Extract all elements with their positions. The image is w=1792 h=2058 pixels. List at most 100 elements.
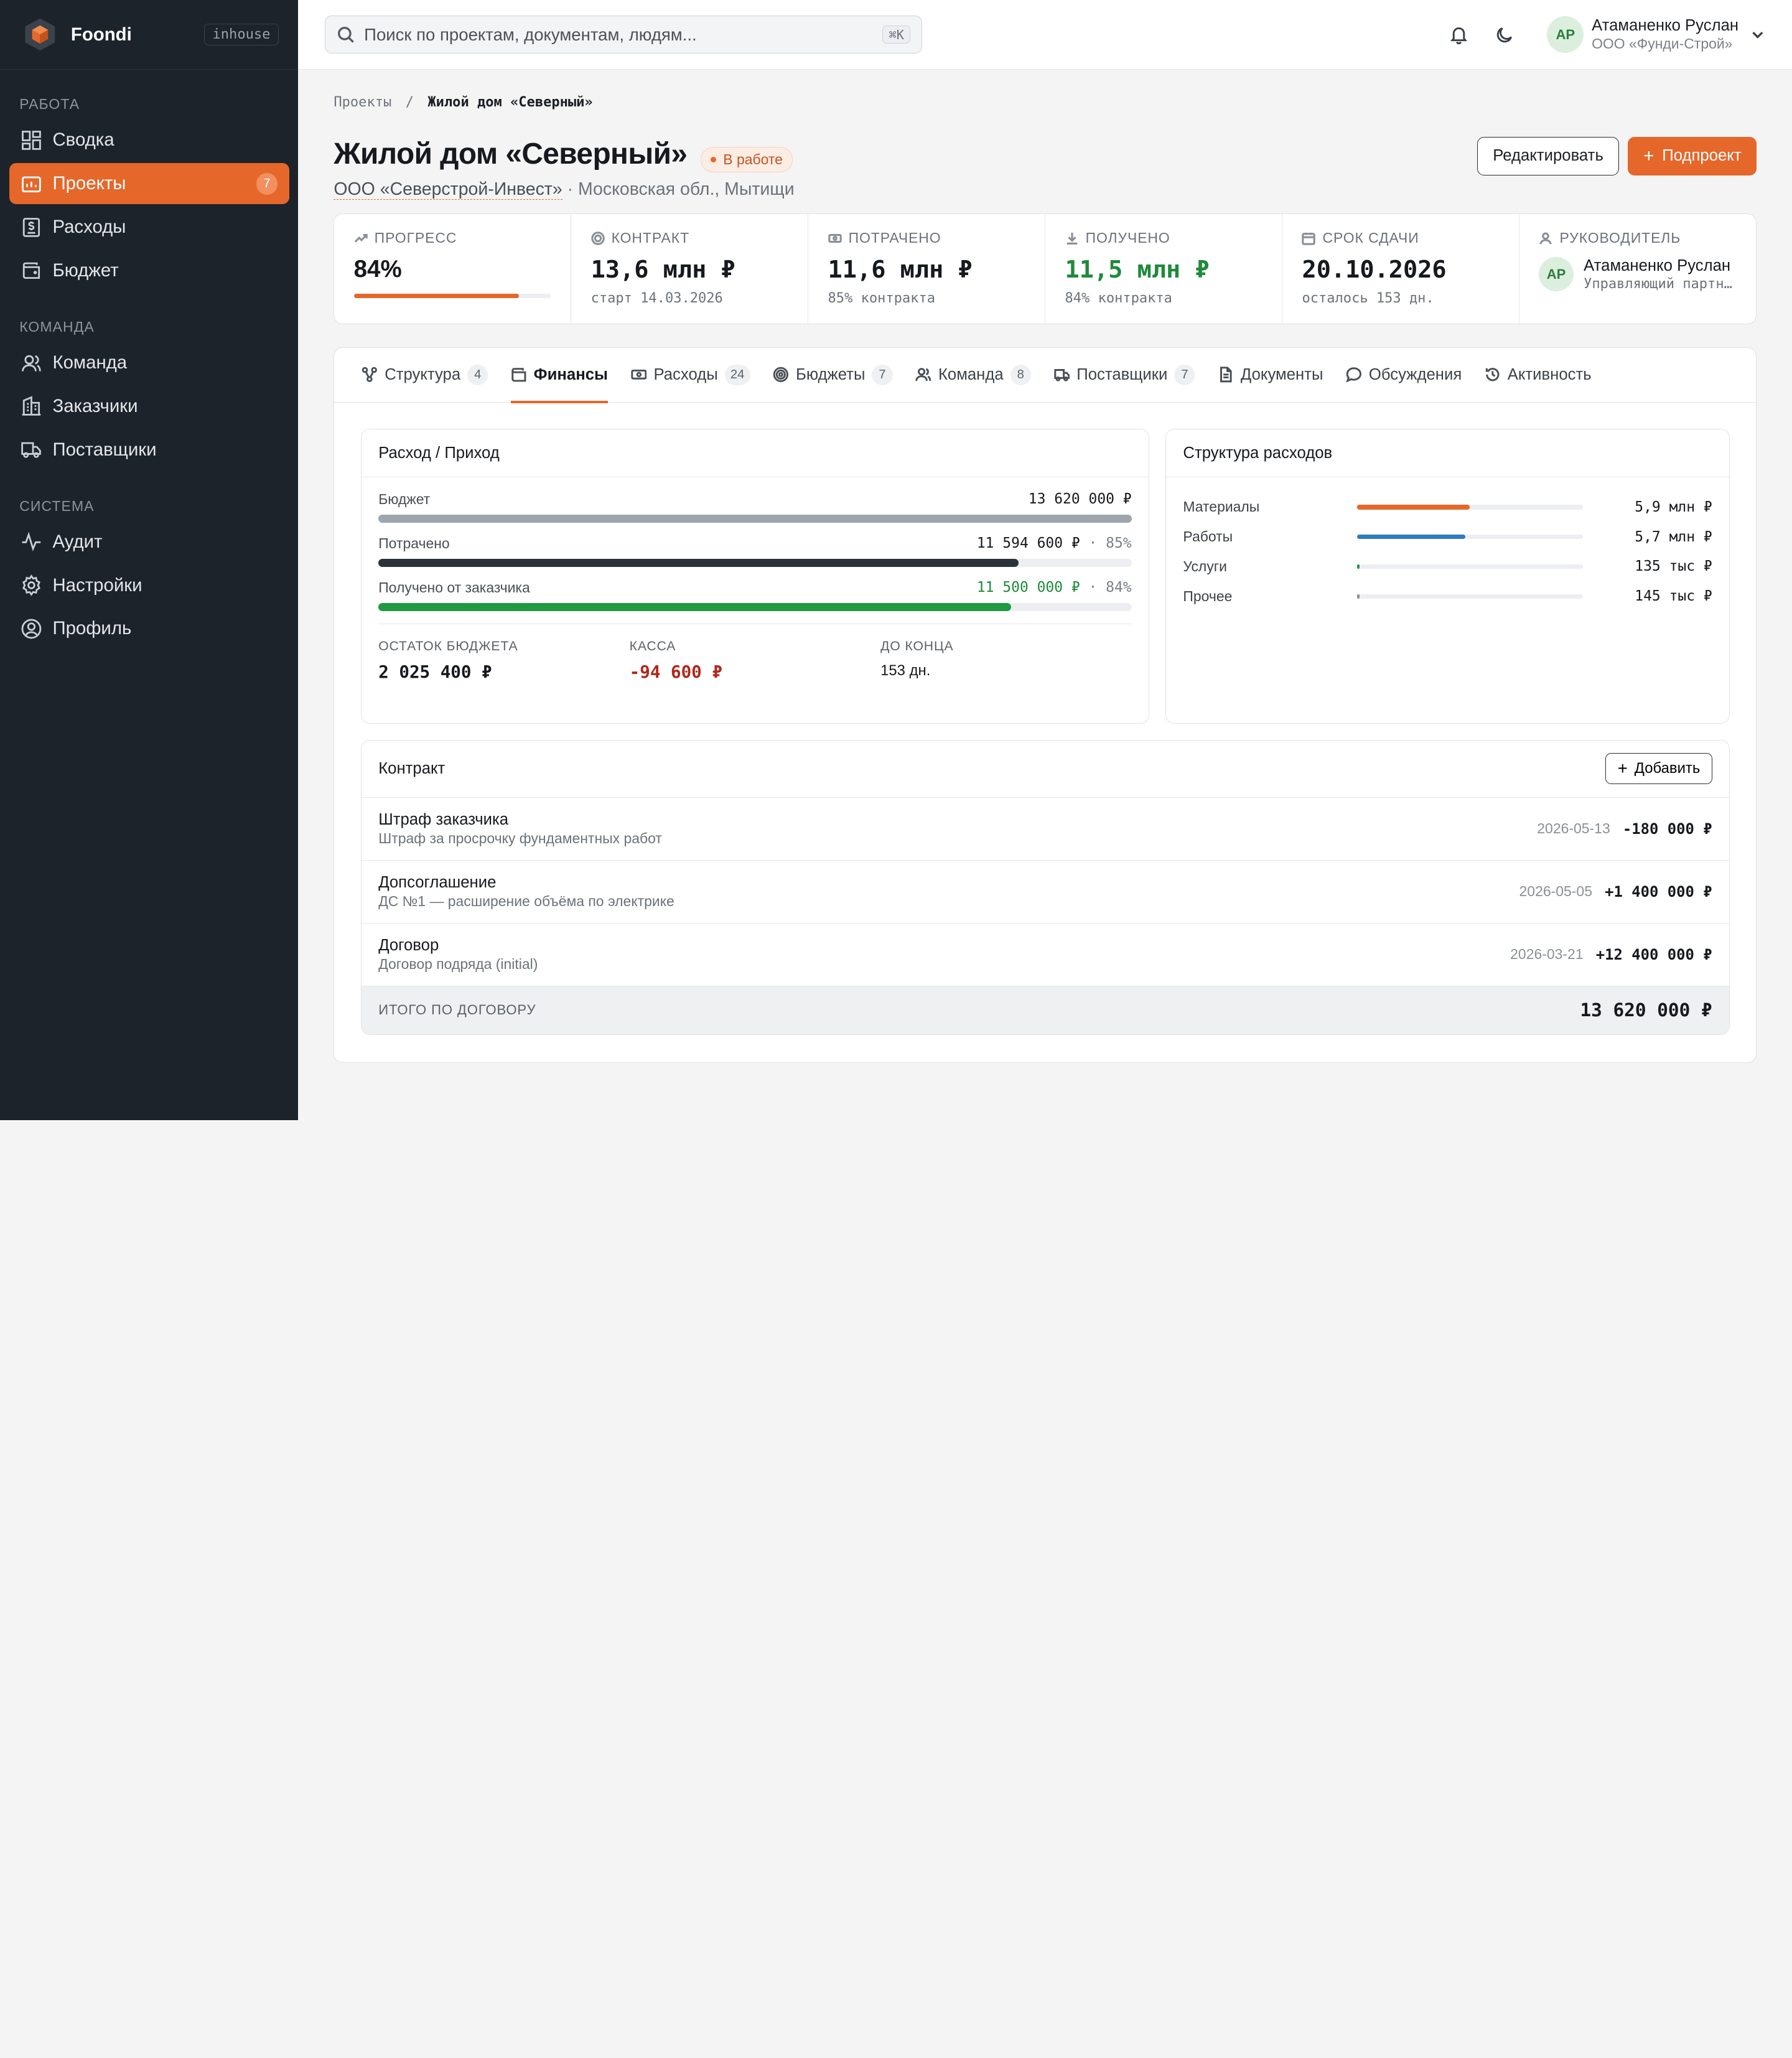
sidebar-item-settings[interactable]: Настройки <box>9 565 289 606</box>
sidebar-item-expenses[interactable]: Расходы <box>9 207 289 248</box>
sidebar-item-summary[interactable]: Сводка <box>9 119 289 161</box>
contract-row[interactable]: Допсоглашение ДС №1 — расширение объёма п… <box>361 861 1730 924</box>
structure-value: 145 тыс ₽ <box>1635 588 1712 605</box>
kpi-label-text: Контракт <box>611 230 690 246</box>
tab-structure[interactable]: Структура 4 <box>362 348 488 402</box>
contract-header: Контракт + Добавить <box>361 741 1730 798</box>
truck-icon <box>21 442 41 458</box>
flow-bar-fill <box>378 515 1132 523</box>
contract-card: Контракт + Добавить Штраф заказчика Штраф … <box>360 739 1730 1035</box>
tab-label: Бюджеты <box>795 365 866 383</box>
bell-icon[interactable] <box>1449 24 1469 45</box>
structure-value: 135 тыс ₽ <box>1635 558 1712 575</box>
tab-count: 24 <box>724 364 750 385</box>
search-input[interactable] <box>364 24 883 45</box>
sidebar-item-label: Бюджет <box>52 260 119 281</box>
add-subproject-button[interactable]: + Подпроект <box>1628 136 1757 176</box>
edit-button[interactable]: Редактировать <box>1477 136 1619 176</box>
flow-bar <box>378 603 1132 612</box>
user-circle-icon <box>21 619 42 639</box>
page-title: Жилой дом «Северный» <box>334 137 688 171</box>
tab-suppliers[interactable]: Поставщики 7 <box>1053 348 1195 402</box>
tab-budgets[interactable]: Бюджеты 7 <box>773 348 893 402</box>
kpi-label: Прогресс <box>354 230 552 246</box>
contract-row-title: Штраф заказчика <box>378 811 509 829</box>
app-name[interactable]: Foondi <box>70 24 132 45</box>
project-location: · Московская обл., Мытищи <box>567 179 795 199</box>
tab-discussions[interactable]: Обсуждения <box>1346 348 1462 402</box>
plus-icon: + <box>1643 145 1654 166</box>
projects-count-badge: 7 <box>256 172 278 195</box>
summary-remaining: Остаток бюджета 2 025 400 ₽ <box>378 639 629 682</box>
kpi-value: 13,6 млн ₽ <box>590 256 735 284</box>
user-menu[interactable]: Атаманенко Руслан ООО «Фунди-Строй» <box>1592 16 1738 52</box>
contract-row[interactable]: Штраф заказчика Штраф за просрочку фундам… <box>361 798 1730 861</box>
progress-bar-fill <box>353 293 519 298</box>
status-label: В работе <box>723 151 783 167</box>
truck-icon <box>1053 369 1070 382</box>
chevron-down-icon[interactable] <box>1750 27 1766 43</box>
structure-bar <box>1356 564 1584 569</box>
trend-up-icon <box>354 233 368 243</box>
download-icon <box>1066 232 1077 245</box>
target-icon <box>590 232 605 245</box>
sidebar-item-audit[interactable]: Аудит <box>9 522 289 563</box>
users-icon <box>22 355 41 372</box>
manager-info[interactable]: АР Атаманенко Руслан Управляющий партнёр <box>1539 256 1737 293</box>
sidebar-item-clients[interactable]: Заказчики <box>9 386 289 427</box>
flow-bar-fill <box>378 603 1011 612</box>
sidebar-item-suppliers[interactable]: Поставщики <box>9 429 289 470</box>
kpi-label: Контракт <box>590 230 789 246</box>
add-subproject-label: Подпроект <box>1662 147 1742 165</box>
sidebar-item-budget[interactable]: Бюджет <box>9 250 289 291</box>
tab-documents[interactable]: Документы <box>1218 348 1323 402</box>
tab-expenses[interactable]: Расходы 24 <box>631 348 750 402</box>
receipt-icon <box>22 217 40 237</box>
structure-row-works: Работы 5,7 млн ₽ <box>1183 522 1712 552</box>
kpi-label-text: Прогресс <box>374 230 457 246</box>
kpi-label: Получено <box>1065 230 1263 246</box>
sidebar-item-profile[interactable]: Профиль <box>9 608 289 649</box>
sidebar-item-projects[interactable]: Проекты 7 <box>9 163 289 205</box>
gear-icon <box>22 574 41 596</box>
project-subtitle: ООО «Северстрой-Инвест» · Московская обл… <box>334 179 795 200</box>
contract-row-title: Договор <box>378 937 439 955</box>
flow-bar <box>378 515 1132 523</box>
contract-row-desc: ДС №1 — расширение объёма по электрике <box>378 893 674 910</box>
add-contract-item-button[interactable]: + Добавить <box>1605 753 1712 784</box>
tab-activity[interactable]: Активность <box>1485 348 1592 402</box>
tab-label: Документы <box>1240 365 1323 383</box>
sidebar-item-team[interactable]: Команда <box>9 342 289 383</box>
structure-value: 5,9 млн ₽ <box>1635 498 1712 515</box>
sidebar-item-label: Проекты <box>52 173 126 194</box>
logo-icon[interactable] <box>22 16 58 53</box>
sidebar-item-label: Аудит <box>52 531 103 552</box>
contract-row[interactable]: Договор Договор подряда (initial) 2026-03… <box>361 924 1730 986</box>
tab-count: 7 <box>872 364 893 385</box>
search-box[interactable]: ⌘K <box>324 16 923 54</box>
kpi-label: Срок сдачи <box>1302 230 1500 246</box>
breadcrumb-parent[interactable]: Проекты <box>334 95 392 111</box>
sidebar-header: Foondi inhouse <box>0 0 299 70</box>
structure-label: Услуги <box>1183 558 1227 574</box>
search-shortcut: ⌘K <box>882 25 911 44</box>
tab-finance[interactable]: Финансы <box>510 348 608 404</box>
client-link[interactable]: ООО «Северстрой-Инвест» <box>334 179 562 200</box>
flow-bar-fill <box>378 559 1019 568</box>
projects-icon <box>22 176 41 192</box>
flow-label: Потрачено <box>378 535 450 552</box>
moon-icon[interactable] <box>1495 24 1515 45</box>
building-icon <box>22 396 41 416</box>
user-avatar[interactable]: АР <box>1547 16 1584 53</box>
sidebar-section-title: Система <box>19 497 95 514</box>
tab-team[interactable]: Команда 8 <box>915 348 1031 402</box>
target-icon <box>773 367 789 383</box>
main-area: ⌘K АР Атаманенко Руслан ООО «Фунди-Строй… <box>298 0 1792 1120</box>
structure-bar <box>1356 535 1584 540</box>
status-dot <box>711 156 717 163</box>
kpi-label-text: Получено <box>1085 230 1170 246</box>
flow-value: 11 594 600 ₽ <box>976 535 1080 552</box>
kpi-sub: осталось 153 дн. <box>1302 291 1434 307</box>
contract-total-value: 13 620 000 ₽ <box>1580 999 1712 1021</box>
tab-count: 7 <box>1174 364 1195 385</box>
